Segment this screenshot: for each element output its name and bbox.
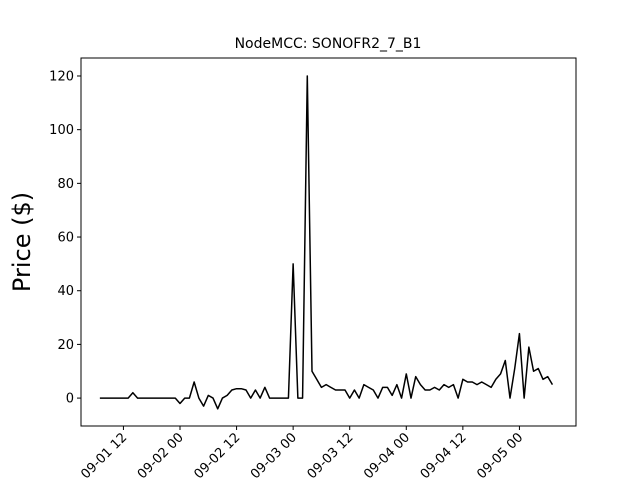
y-tick-label: 100	[49, 123, 74, 138]
y-tick-label: 120	[49, 69, 74, 84]
y-tick-label: 40	[57, 284, 74, 299]
y-axis-label: Price ($)	[8, 192, 36, 292]
line	[99, 75, 554, 410]
y-tick-label: 60	[57, 231, 74, 246]
chart-title: NodeMCC: SONOFR2_7_B1	[235, 36, 422, 52]
y-tick-label: 0	[66, 392, 74, 407]
y-tick-label: 20	[57, 338, 74, 353]
y-tick-label: 80	[57, 177, 74, 192]
plot-frame	[80, 57, 577, 427]
